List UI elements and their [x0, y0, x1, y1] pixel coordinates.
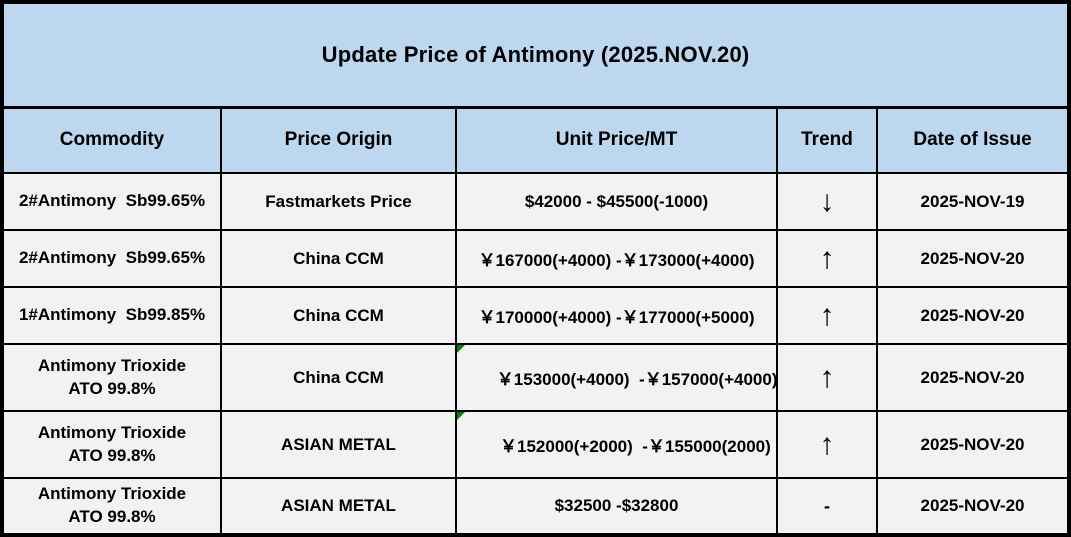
date-of-issue-cell: 2025-NOV-20 [875, 477, 1071, 536]
title-row: Update Price of Antimony (2025.NOV.20) [0, 1, 1071, 109]
commodity-cell: 2#Antimony Sb99.65% [1, 229, 222, 288]
price-origin-cell: ASIAN METAL [220, 477, 457, 536]
trend-up-arrow: ↑ [776, 410, 878, 479]
table-row: 1#Antimony Sb99.85% China CCM ￥170000(+4… [1, 286, 1071, 345]
commodity-cell: Antimony Trioxide ATO 99.8% [1, 410, 222, 479]
table-row: Antimony Trioxide ATO 99.8% ASIAN METAL … [1, 477, 1071, 536]
table-row: 2#Antimony Sb99.65% China CCM ￥167000(+4… [1, 229, 1071, 288]
date-of-issue-cell: 2025-NOV-20 [875, 343, 1071, 412]
cell-note-indicator-icon [458, 413, 465, 420]
unit-price-cell: $42000 - $45500(-1000) [455, 172, 778, 231]
trend-up-arrow: ↑ [776, 343, 878, 412]
date-of-issue-cell: 2025-NOV-19 [875, 172, 1071, 231]
col-header-trend: Trend [776, 106, 878, 174]
date-of-issue-cell: 2025-NOV-20 [875, 229, 1071, 288]
trend-flat-dash: - [776, 477, 878, 536]
trend-up-arrow: ↑ [776, 286, 878, 345]
commodity-cell: 1#Antimony Sb99.85% [1, 286, 222, 345]
unit-price-text: ￥152000(+2000) -￥155000(2000) [500, 437, 771, 456]
trend-up-arrow: ↑ [776, 229, 878, 288]
table-row: 2#Antimony Sb99.65% Fastmarkets Price $4… [1, 172, 1071, 231]
price-origin-cell: Fastmarkets Price [220, 172, 457, 231]
price-origin-cell: China CCM [220, 343, 457, 412]
commodity-cell: Antimony Trioxide ATO 99.8% [1, 477, 222, 536]
col-header-date-of-issue: Date of Issue [875, 106, 1071, 174]
col-header-unit-price: Unit Price/MT [455, 106, 778, 174]
table-header-row: Commodity Price Origin Unit Price/MT Tre… [1, 106, 1071, 174]
page-title: Update Price of Antimony (2025.NOV.20) [0, 1, 1071, 109]
commodity-cell: 2#Antimony Sb99.65% [1, 172, 222, 231]
unit-price-cell: ￥167000(+4000) -￥173000(+4000) [455, 229, 778, 288]
table-row: Antimony Trioxide ATO 99.8% ASIAN METAL … [1, 410, 1071, 479]
commodity-cell: Antimony Trioxide ATO 99.8% [1, 343, 222, 412]
unit-price-cell: $32500 -$32800 [455, 477, 778, 536]
cell-note-indicator-icon [458, 346, 465, 353]
trend-down-arrow: ↓ [776, 172, 878, 231]
price-origin-cell: ASIAN METAL [220, 410, 457, 479]
unit-price-text: ￥153000(+4000) -￥157000(+4000) [496, 370, 777, 389]
price-origin-cell: China CCM [220, 229, 457, 288]
col-header-commodity: Commodity [1, 106, 222, 174]
unit-price-cell: ￥153000(+4000) -￥157000(+4000) [455, 343, 778, 412]
date-of-issue-cell: 2025-NOV-20 [875, 286, 1071, 345]
table-row: Antimony Trioxide ATO 99.8% China CCM ￥1… [1, 343, 1071, 412]
date-of-issue-cell: 2025-NOV-20 [875, 410, 1071, 479]
col-header-price-origin: Price Origin [220, 106, 457, 174]
unit-price-cell: ￥170000(+4000) -￥177000(+5000) [455, 286, 778, 345]
unit-price-cell: ￥152000(+2000) -￥155000(2000) [455, 410, 778, 479]
price-origin-cell: China CCM [220, 286, 457, 345]
